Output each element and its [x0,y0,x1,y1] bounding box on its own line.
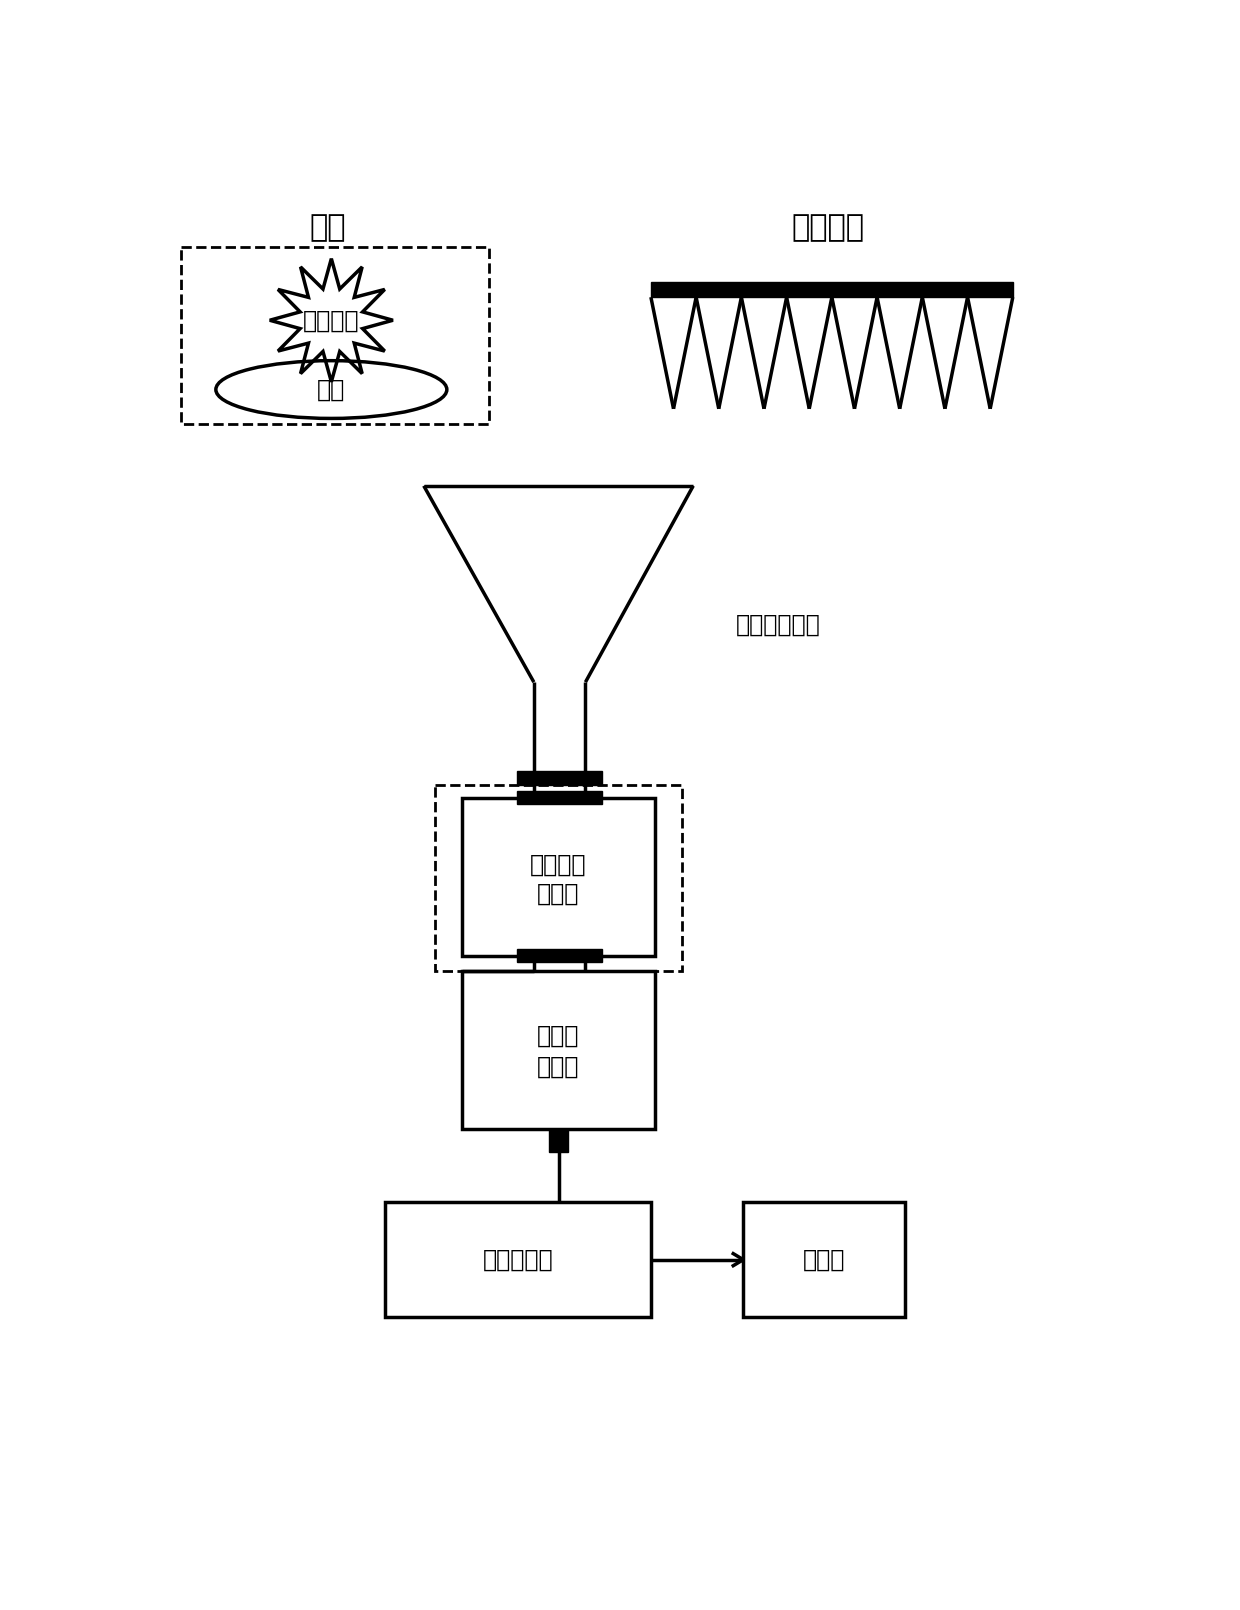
Text: 放大器: 放大器 [537,1055,579,1079]
Text: 低噪声: 低噪声 [537,1024,579,1048]
Text: 元器件: 元器件 [537,882,579,905]
Polygon shape [549,1129,568,1151]
Polygon shape [517,950,603,961]
Polygon shape [517,771,603,784]
Text: 打印机: 打印机 [804,1248,846,1272]
Text: 频谱分析仪: 频谱分析仪 [482,1248,553,1272]
Polygon shape [517,792,603,803]
Polygon shape [651,282,1013,298]
Text: 常温负载: 常温负载 [791,214,864,243]
Text: 大气: 大气 [317,378,346,401]
Text: 标准增益啗叭: 标准增益啗叭 [735,612,821,636]
Text: 矩形波导: 矩形波导 [531,853,587,877]
Text: 晴空: 晴空 [309,214,346,243]
Text: 宇宙背景: 宇宙背景 [303,308,360,332]
